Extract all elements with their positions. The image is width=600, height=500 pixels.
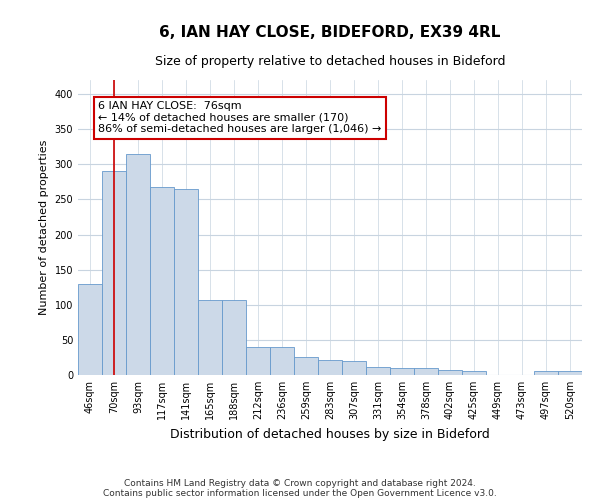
Bar [126,154,150,375]
Bar [222,300,246,375]
Bar [342,361,366,375]
Bar [462,372,486,375]
Bar [270,347,294,375]
Bar [390,368,414,375]
Text: 6 IAN HAY CLOSE:  76sqm
← 14% of detached houses are smaller (170)
86% of semi-d: 6 IAN HAY CLOSE: 76sqm ← 14% of detached… [98,101,382,134]
Bar [366,366,390,375]
Bar [318,360,342,375]
Bar [198,300,222,375]
Text: Contains public sector information licensed under the Open Government Licence v3: Contains public sector information licen… [103,488,497,498]
Bar [174,189,198,375]
Bar [534,372,558,375]
Bar [438,370,462,375]
Bar [150,187,174,375]
Bar [246,347,270,375]
Bar [78,284,102,375]
Bar [102,172,126,375]
Text: Size of property relative to detached houses in Bideford: Size of property relative to detached ho… [155,55,505,68]
Y-axis label: Number of detached properties: Number of detached properties [39,140,49,315]
Text: 6, IAN HAY CLOSE, BIDEFORD, EX39 4RL: 6, IAN HAY CLOSE, BIDEFORD, EX39 4RL [160,25,500,40]
Bar [294,358,318,375]
Bar [558,372,582,375]
X-axis label: Distribution of detached houses by size in Bideford: Distribution of detached houses by size … [170,428,490,440]
Bar [414,368,438,375]
Text: Contains HM Land Registry data © Crown copyright and database right 2024.: Contains HM Land Registry data © Crown c… [124,478,476,488]
